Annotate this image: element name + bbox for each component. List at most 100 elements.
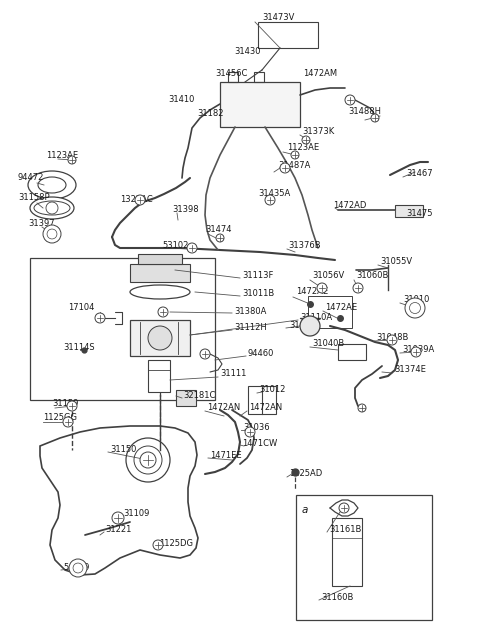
Text: 31010: 31010 [403, 295, 430, 304]
Text: 31110A: 31110A [300, 313, 332, 322]
Circle shape [153, 540, 163, 550]
Text: 31456C: 31456C [215, 69, 247, 78]
Circle shape [68, 156, 76, 164]
Text: 1327AC: 1327AC [120, 196, 153, 205]
Text: 1125DG: 1125DG [159, 539, 193, 548]
Text: 1472AN: 1472AN [249, 404, 282, 413]
Text: 31182: 31182 [197, 110, 224, 119]
Bar [148, 360, 170, 392]
Text: 94460: 94460 [248, 349, 275, 358]
Text: 1123AE: 1123AE [287, 144, 319, 153]
Text: 31373K: 31373K [302, 126, 334, 135]
Text: 31380A: 31380A [234, 306, 266, 315]
Circle shape [112, 512, 124, 524]
Text: 1472AM: 1472AM [303, 69, 337, 78]
Text: 31011B: 31011B [242, 290, 274, 299]
Circle shape [358, 404, 366, 412]
Circle shape [158, 307, 168, 317]
Circle shape [135, 195, 145, 205]
Ellipse shape [30, 197, 74, 219]
Bar [296, 495, 432, 620]
Text: 1123AE: 1123AE [46, 152, 78, 160]
Text: 31488H: 31488H [348, 107, 381, 116]
Bar [30, 258, 215, 400]
Text: 17104: 17104 [68, 304, 95, 313]
Text: 31474: 31474 [205, 225, 231, 234]
Circle shape [411, 347, 421, 357]
Circle shape [63, 417, 73, 427]
Circle shape [280, 163, 290, 173]
Text: 1125AD: 1125AD [289, 469, 322, 478]
Text: 31453: 31453 [289, 322, 315, 331]
Circle shape [317, 283, 327, 293]
Bar [130, 320, 190, 356]
Circle shape [300, 316, 320, 336]
Bar [332, 518, 362, 586]
Circle shape [302, 136, 310, 144]
Text: 31109: 31109 [123, 508, 149, 517]
Circle shape [47, 229, 57, 239]
Text: 31060B: 31060B [356, 272, 388, 281]
Text: 31410: 31410 [168, 96, 194, 105]
Text: 31113F: 31113F [242, 270, 274, 279]
Bar [228, 72, 238, 82]
Circle shape [339, 503, 349, 513]
Text: 1125GG: 1125GG [43, 413, 77, 422]
Circle shape [265, 195, 275, 205]
Ellipse shape [28, 171, 76, 199]
Text: 31036: 31036 [243, 424, 270, 433]
Circle shape [409, 302, 420, 313]
Text: 31374E: 31374E [394, 365, 426, 374]
Text: 31221: 31221 [105, 526, 132, 535]
Circle shape [67, 401, 77, 411]
Text: 1472AD: 1472AD [333, 200, 366, 209]
Circle shape [291, 151, 299, 159]
Text: 31150: 31150 [110, 446, 136, 455]
Circle shape [405, 298, 425, 318]
Circle shape [245, 427, 255, 437]
Circle shape [387, 335, 397, 345]
Text: 31040B: 31040B [312, 340, 344, 349]
Text: 31159: 31159 [52, 399, 78, 408]
Circle shape [95, 313, 105, 323]
Text: 31114S: 31114S [63, 342, 95, 352]
Text: 31111: 31111 [220, 370, 246, 379]
Text: 31158P: 31158P [18, 193, 49, 202]
Text: 31039A: 31039A [402, 345, 434, 354]
Text: 31161B: 31161B [329, 526, 361, 535]
Text: 31475: 31475 [406, 209, 432, 218]
Bar [220, 82, 300, 127]
Bar [130, 264, 190, 282]
Text: 31112H: 31112H [234, 322, 267, 331]
Bar [338, 344, 366, 360]
Text: 1471EE: 1471EE [210, 451, 241, 460]
Text: 31055V: 31055V [380, 257, 412, 266]
Text: 94472: 94472 [18, 173, 44, 182]
Ellipse shape [38, 177, 66, 193]
Bar [176, 390, 196, 406]
Text: a: a [302, 505, 308, 515]
Text: 1472AN: 1472AN [207, 404, 240, 413]
Bar [248, 386, 276, 414]
Text: 31012: 31012 [259, 385, 286, 394]
Circle shape [187, 243, 197, 253]
Text: 32181C: 32181C [183, 392, 216, 401]
Text: 31397: 31397 [28, 220, 55, 229]
Text: 31473V: 31473V [262, 13, 294, 22]
Circle shape [69, 559, 87, 577]
Text: 31376B: 31376B [288, 241, 321, 250]
Circle shape [43, 225, 61, 243]
Circle shape [148, 326, 172, 350]
Circle shape [140, 452, 156, 468]
Text: 31467: 31467 [406, 169, 432, 178]
Circle shape [371, 114, 379, 122]
Text: 31435A: 31435A [258, 189, 290, 198]
Circle shape [200, 349, 210, 359]
Text: 54659: 54659 [63, 564, 89, 573]
Circle shape [73, 563, 83, 573]
Text: 31430: 31430 [234, 48, 261, 56]
Ellipse shape [130, 285, 190, 299]
Circle shape [345, 95, 355, 105]
Circle shape [353, 283, 363, 293]
Text: 1472AE: 1472AE [325, 304, 357, 313]
